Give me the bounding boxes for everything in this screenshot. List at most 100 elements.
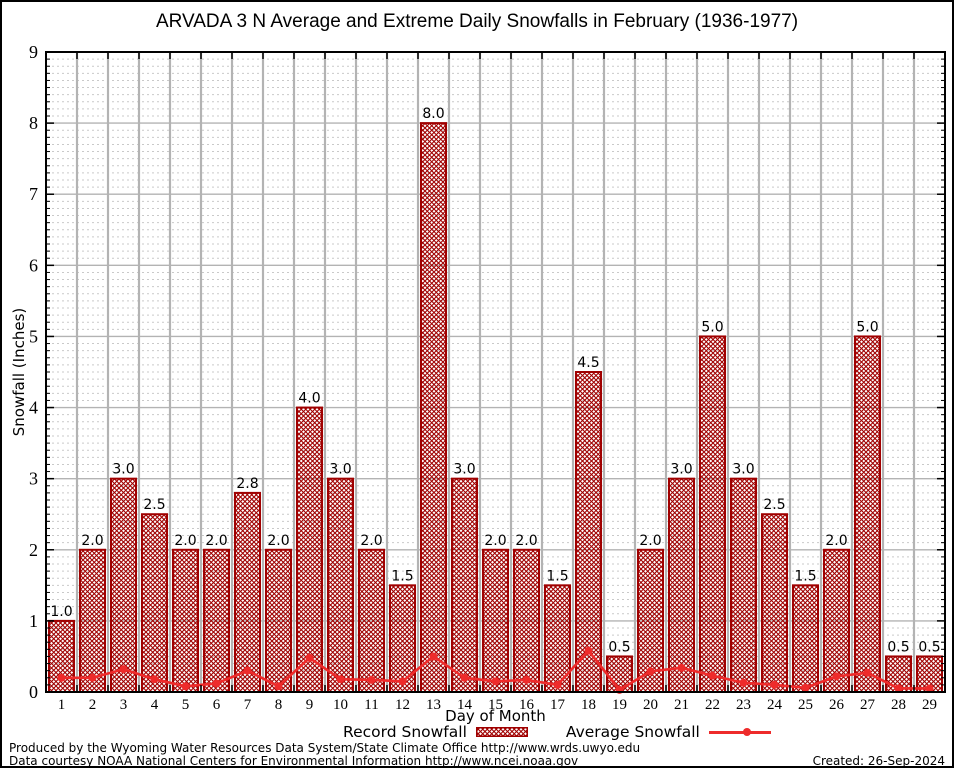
- x-tick-label: 9: [306, 697, 314, 713]
- average-point-day-29: [925, 684, 934, 693]
- average-snowfall-swatch-icon: [708, 728, 771, 737]
- y-tick-label: 1: [29, 611, 38, 631]
- average-point-day-15: [491, 677, 500, 686]
- average-point-day-28: [894, 684, 903, 693]
- record-bar-day-6: [203, 548, 230, 693]
- y-tick-label: 0: [29, 682, 38, 702]
- y-tick-label: 8: [29, 113, 38, 133]
- x-tick-label: 29: [922, 697, 937, 713]
- x-tick-label: 19: [612, 697, 627, 713]
- bar-value-label: 5.0: [701, 319, 723, 335]
- bar-value-label: 1.0: [50, 604, 72, 620]
- bar-value-label: 0.5: [887, 639, 909, 655]
- x-tick-label: 27: [860, 697, 876, 713]
- average-point-day-22: [708, 671, 717, 680]
- bar-value-label: 2.0: [267, 533, 289, 549]
- record-bar-day-25: [792, 584, 819, 693]
- average-point-day-10: [336, 675, 345, 684]
- record-bar-day-9: [296, 406, 323, 693]
- x-tick-label: 12: [395, 697, 410, 713]
- average-point-day-21: [677, 663, 686, 672]
- record-bar-day-8: [265, 548, 292, 693]
- x-tick-label: 25: [798, 697, 813, 713]
- bar-value-label: 1.5: [546, 568, 568, 584]
- x-tick-label: 26: [829, 697, 845, 713]
- record-bar-day-16: [513, 548, 540, 693]
- bar-value-label: 2.0: [825, 533, 847, 549]
- x-tick-label: 23: [736, 697, 751, 713]
- x-tick-label: 6: [213, 697, 221, 713]
- bar-value-label: 3.0: [453, 462, 475, 478]
- x-tick-label: 28: [891, 697, 906, 713]
- x-tick-label: 10: [333, 697, 348, 713]
- bar-value-label: 1.5: [391, 568, 413, 584]
- average-point-day-18: [584, 646, 593, 655]
- average-point-day-17: [553, 680, 562, 689]
- x-tick-label: 13: [426, 697, 441, 713]
- bar-value-label: 3.0: [670, 462, 692, 478]
- record-bar-day-2: [79, 548, 106, 693]
- legend-record-label: Record Snowfall: [343, 723, 467, 741]
- record-bar-day-4: [141, 513, 168, 693]
- record-bar-day-3: [110, 477, 137, 693]
- average-point-day-24: [770, 680, 779, 689]
- chart-title: ARVADA 3 N Average and Extreme Daily Sno…: [155, 11, 799, 32]
- record-bar-day-14: [451, 477, 478, 693]
- record-bar-day-11: [358, 548, 385, 693]
- y-tick-label: 3: [29, 469, 38, 489]
- record-bar-day-27: [854, 335, 881, 693]
- bar-value-label: 2.5: [143, 497, 165, 513]
- bar-value-label: 0.5: [608, 639, 630, 655]
- average-point-day-2: [88, 673, 97, 682]
- average-point-day-11: [367, 675, 376, 684]
- average-point-day-1: [57, 673, 66, 682]
- footer-data-courtesy: Data courtesy NOAA National Centers for …: [9, 754, 579, 768]
- legend: Record Snowfall Average Snowfall: [343, 723, 771, 741]
- x-tick-label: 24: [767, 697, 783, 713]
- average-point-day-9: [305, 653, 314, 662]
- x-tick-label: 15: [488, 697, 503, 713]
- average-point-day-26: [832, 672, 841, 681]
- y-tick-label: 5: [29, 326, 38, 346]
- x-tick-label: 16: [519, 697, 535, 713]
- average-point-day-5: [181, 682, 190, 691]
- bar-value-label: 0.5: [918, 639, 940, 655]
- record-bar-day-10: [327, 477, 354, 693]
- footer-created: Created: 26-Sep-2024: [812, 754, 945, 768]
- x-tick-label: 17: [550, 697, 566, 713]
- bar-value-label: 2.8: [236, 476, 258, 492]
- average-point-day-6: [212, 679, 221, 688]
- record-snowfall-swatch-icon: [475, 727, 528, 737]
- record-bar-day-12: [389, 584, 416, 693]
- bar-value-label: 4.5: [577, 355, 599, 371]
- plot-area: 1.0 2.0 3.0 2.5 2.0 2.0 2.8 2.0 4.0 3.0 2.0 1.5 8.0 3…: [29, 42, 946, 713]
- record-bar-day-21: [668, 477, 695, 693]
- average-point-day-16: [522, 675, 531, 684]
- y-tick-label: 7: [29, 184, 38, 204]
- x-tick-label: 1: [58, 697, 66, 713]
- footer-produced-by: Produced by the Wyoming Water Resources …: [9, 741, 641, 755]
- record-bar-day-15: [482, 548, 509, 693]
- bar-value-label: 2.0: [81, 533, 103, 549]
- bar-value-label: 1.5: [794, 568, 816, 584]
- y-tick-label: 9: [29, 42, 38, 62]
- x-tick-label: 3: [120, 697, 128, 713]
- bar-value-label: 2.0: [360, 533, 382, 549]
- average-point-day-7: [243, 666, 252, 675]
- bar-value-label: 2.0: [515, 533, 537, 549]
- x-tick-label: 20: [643, 697, 658, 713]
- record-bar-day-7: [234, 491, 261, 693]
- average-point-day-12: [398, 677, 407, 686]
- record-bar-day-24: [761, 513, 788, 693]
- bar-value-label: 2.0: [484, 533, 506, 549]
- y-tick-label: 2: [29, 540, 38, 560]
- x-tick-label: 8: [275, 697, 283, 713]
- record-bar-day-18: [575, 371, 602, 693]
- record-bar-day-26: [823, 548, 850, 693]
- average-point-day-8: [274, 682, 283, 691]
- bar-value-label: 2.0: [639, 533, 661, 549]
- bar-value-label: 3.0: [112, 462, 134, 478]
- bar-value-label: 3.0: [329, 462, 351, 478]
- x-tick-label: 11: [364, 697, 378, 713]
- bar-value-label: 5.0: [856, 319, 878, 335]
